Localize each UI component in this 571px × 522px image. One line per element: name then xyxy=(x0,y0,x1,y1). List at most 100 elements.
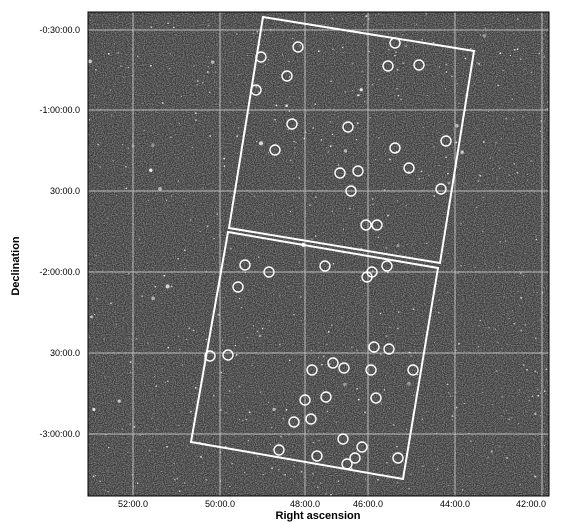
star xyxy=(476,129,478,131)
star xyxy=(356,349,358,351)
star xyxy=(535,337,537,340)
star xyxy=(513,322,516,325)
star xyxy=(256,448,259,450)
star xyxy=(257,256,260,258)
star xyxy=(246,243,248,244)
star xyxy=(215,103,217,105)
star xyxy=(147,200,149,201)
source-marker xyxy=(338,362,350,374)
star xyxy=(386,462,388,464)
star xyxy=(408,487,410,490)
star xyxy=(499,446,501,448)
star xyxy=(275,104,278,107)
star xyxy=(420,170,423,172)
star xyxy=(471,202,473,204)
star xyxy=(379,312,382,315)
star xyxy=(129,361,132,363)
star xyxy=(139,434,141,436)
star xyxy=(383,389,386,391)
star xyxy=(102,270,104,272)
star xyxy=(248,112,251,114)
star xyxy=(241,306,243,309)
star xyxy=(271,467,273,469)
star xyxy=(484,326,486,328)
star xyxy=(460,150,464,154)
star xyxy=(288,285,290,287)
star xyxy=(309,415,310,417)
source-marker xyxy=(334,167,346,179)
star xyxy=(448,391,450,394)
source-marker xyxy=(327,357,339,369)
star xyxy=(148,449,151,452)
star xyxy=(361,71,363,73)
star xyxy=(190,219,192,221)
star xyxy=(539,415,541,417)
star xyxy=(154,285,157,288)
star xyxy=(108,389,110,391)
star xyxy=(326,410,329,413)
star xyxy=(502,69,504,72)
source-marker xyxy=(366,266,378,278)
ra-tick-label: 44:00.0 xyxy=(440,499,470,509)
star xyxy=(535,238,537,241)
source-marker xyxy=(435,183,447,195)
star xyxy=(289,229,291,231)
star xyxy=(343,149,348,153)
star xyxy=(255,86,257,88)
star xyxy=(178,335,180,337)
star xyxy=(402,62,404,64)
star xyxy=(395,51,397,54)
star xyxy=(89,19,91,21)
star xyxy=(246,54,249,57)
star xyxy=(534,85,536,87)
star xyxy=(368,51,370,53)
star xyxy=(496,178,498,180)
star xyxy=(252,325,255,327)
star xyxy=(435,247,437,250)
star xyxy=(522,116,524,118)
star xyxy=(184,249,186,251)
source-marker xyxy=(392,452,404,464)
star xyxy=(171,195,173,197)
star xyxy=(288,110,291,112)
star xyxy=(150,26,153,29)
star xyxy=(507,313,509,315)
star xyxy=(498,149,500,151)
star xyxy=(256,330,259,333)
star xyxy=(449,395,452,397)
source-marker xyxy=(204,350,216,362)
star xyxy=(523,274,525,277)
star xyxy=(396,446,398,448)
source-marker xyxy=(356,441,368,453)
star xyxy=(474,83,476,85)
star xyxy=(485,32,487,34)
source-marker xyxy=(368,341,380,353)
star xyxy=(389,326,391,329)
star xyxy=(329,121,331,123)
star xyxy=(264,64,266,66)
star xyxy=(419,194,421,196)
star xyxy=(256,140,258,143)
star xyxy=(380,403,383,405)
star xyxy=(401,34,404,36)
star xyxy=(163,274,166,277)
star xyxy=(273,290,275,292)
star xyxy=(116,195,118,197)
star xyxy=(495,75,498,78)
star xyxy=(526,179,528,182)
star xyxy=(267,59,270,61)
star xyxy=(534,370,537,373)
star xyxy=(504,240,507,242)
star xyxy=(121,428,123,430)
star xyxy=(300,320,302,321)
star xyxy=(407,381,411,386)
star xyxy=(154,19,156,21)
star xyxy=(440,120,442,122)
source-marker xyxy=(269,144,281,156)
star xyxy=(321,363,323,366)
star xyxy=(164,382,166,384)
source-marker xyxy=(381,260,393,272)
star xyxy=(323,355,325,357)
star xyxy=(413,394,415,396)
star xyxy=(458,102,460,105)
